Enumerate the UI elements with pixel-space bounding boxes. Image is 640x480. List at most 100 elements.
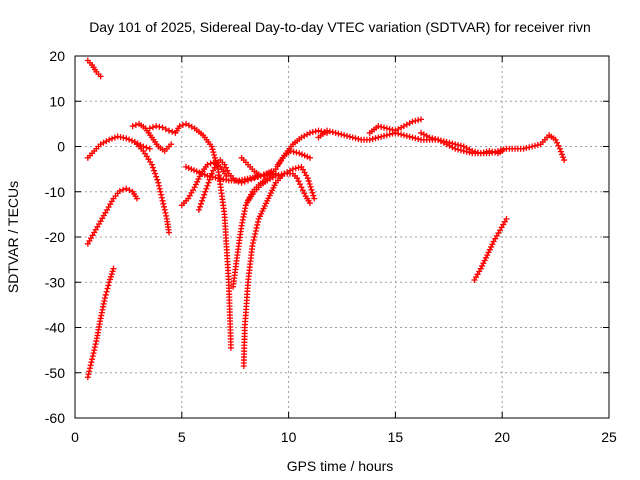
data-point [201,171,208,178]
data-point [86,365,93,372]
data-point [128,137,135,144]
data-point [375,123,382,130]
data-point [346,133,353,140]
data-point [483,148,490,155]
data-point [159,124,166,131]
data-point [295,164,302,171]
data-point [561,157,568,164]
data-point [252,230,259,237]
data-point [97,73,104,80]
data-point [90,350,97,357]
data-point [398,131,405,138]
data-point [200,194,207,201]
data-point [153,173,160,180]
data-point [268,168,275,175]
data-series-group [84,57,568,381]
data-point [155,179,162,186]
data-point [559,151,566,158]
data-point [315,127,322,134]
data-point [196,203,203,210]
axis-ticks: 0 5 10 15 20 25 -60 -50 -40 -30 -20 -10 0 10 20 [45,48,617,445]
data-point [195,206,202,213]
data-point [129,123,136,130]
data-point [133,195,140,202]
data-point [304,175,311,182]
x-tick-label: 10 [281,429,297,445]
data-point [92,341,99,348]
data-point [199,170,206,177]
data-point [306,200,313,207]
data-point [149,124,156,131]
data-point [369,135,376,142]
data-point [195,176,202,183]
data-point [298,151,305,158]
data-point [146,145,153,152]
grid [75,56,609,418]
y-tick-label: -50 [45,365,65,381]
data-point [301,190,308,197]
data-point [409,134,416,141]
data-point [463,148,470,155]
data-point [109,135,116,142]
data-point [299,187,306,194]
data-point [204,161,211,168]
data-point [432,135,439,142]
data-point [203,185,210,192]
data-point [211,151,218,158]
data-point [154,176,161,183]
data-point [221,161,228,168]
y-tick-label: 10 [49,93,65,109]
data-point [162,126,169,133]
data-point [116,187,123,194]
x-axis-label: GPS time / hours [287,458,394,474]
data-point [343,132,350,139]
data-point [198,200,205,207]
data-point [159,197,166,204]
data-point [415,117,422,124]
data-point [126,187,133,194]
data-point [158,194,165,201]
data-point [106,279,113,286]
data-point [292,165,299,172]
data-point [222,164,229,171]
data-point [503,215,510,222]
data-point [306,129,313,136]
data-point [295,178,302,185]
data-point [126,136,133,143]
data-point [165,229,172,236]
data-point [341,132,348,139]
x-tick-label: 20 [494,429,510,445]
data-point [480,149,487,156]
series-arc-16 [315,127,568,164]
data-point [481,257,488,264]
data-point [429,135,436,142]
series-arc-10 [230,127,331,290]
data-point [91,347,98,354]
data-point [309,129,316,136]
data-point [162,209,169,216]
data-point [526,144,533,151]
data-point [378,123,385,130]
series-arc-3 [84,185,140,247]
data-point [210,167,217,174]
data-point [148,161,155,168]
data-point [460,148,467,155]
data-point [85,371,92,378]
data-point [372,135,379,142]
data-point [267,172,274,179]
data-point [107,276,114,283]
data-point [88,359,95,366]
data-point [290,148,297,155]
series-arc-4 [84,133,153,161]
data-point [161,203,167,210]
data-point [264,172,271,179]
data-point [308,186,315,193]
y-tick-label: -60 [45,410,65,426]
data-point [479,262,486,269]
data-point [106,136,113,143]
data-point [132,122,139,129]
data-point [381,132,388,139]
data-point [486,148,493,155]
data-point [211,164,218,171]
data-point [485,249,492,256]
